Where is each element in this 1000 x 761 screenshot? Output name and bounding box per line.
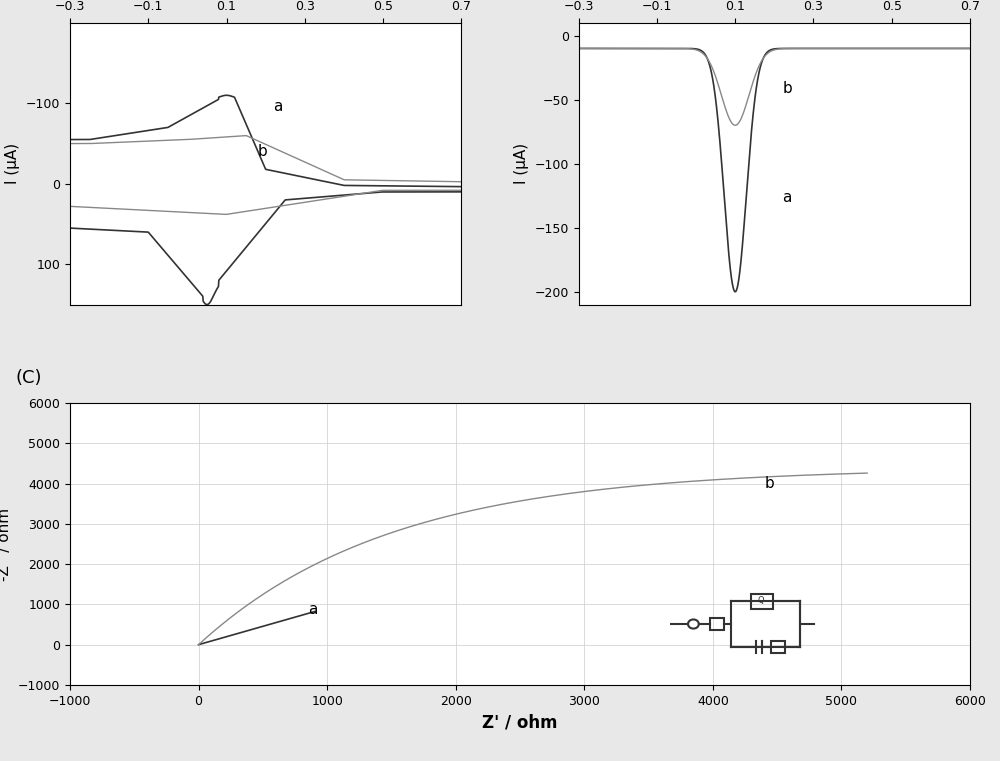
- Text: b: b: [782, 81, 792, 96]
- Text: (C): (C): [16, 369, 42, 387]
- Text: b: b: [764, 476, 774, 491]
- Bar: [710, 618, 724, 630]
- Bar: [751, 594, 773, 609]
- Text: b: b: [258, 144, 268, 158]
- Y-axis label: I (μA): I (μA): [5, 143, 20, 184]
- Y-axis label: I (μA): I (μA): [514, 143, 529, 184]
- Text: a: a: [308, 603, 317, 617]
- Bar: [771, 641, 785, 653]
- Text: Q: Q: [757, 597, 764, 606]
- Text: a: a: [782, 190, 792, 205]
- X-axis label: Z' / ohm: Z' / ohm: [482, 713, 558, 731]
- Y-axis label: -Z'' / ohm: -Z'' / ohm: [0, 508, 12, 581]
- Text: a: a: [273, 100, 283, 114]
